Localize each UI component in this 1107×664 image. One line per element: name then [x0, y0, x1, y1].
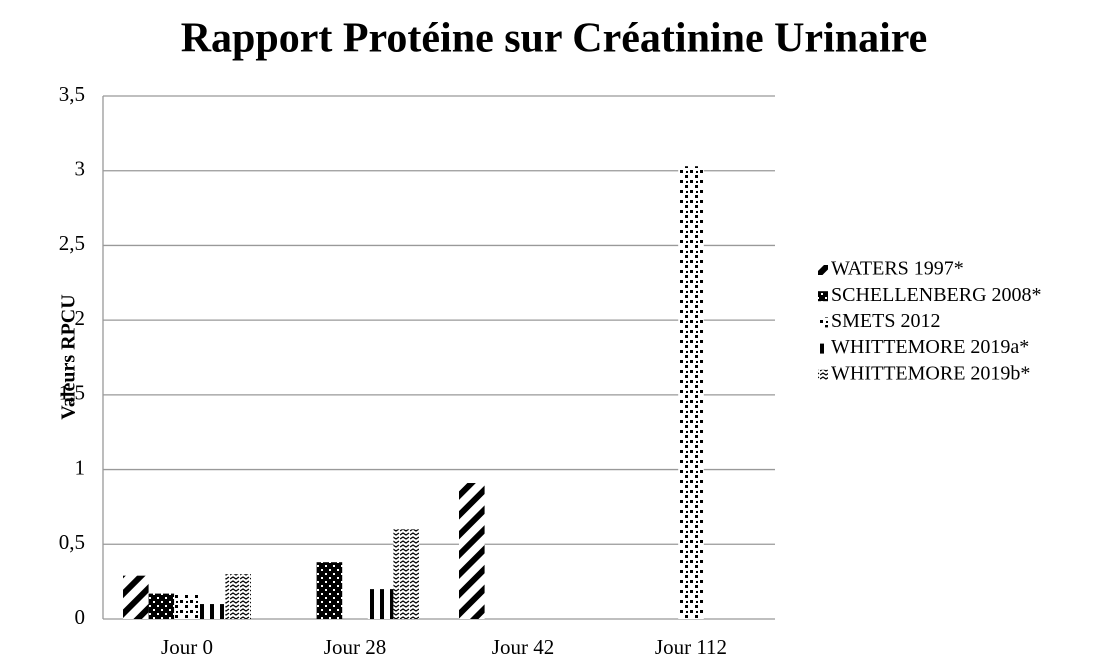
y-tick-label: 3: [75, 157, 86, 181]
x-tick-label: Jour 28: [324, 635, 386, 659]
bar: [316, 562, 343, 619]
bar: [393, 529, 419, 619]
y-tick-label: 1,5: [59, 381, 85, 405]
legend-swatch: [818, 291, 828, 302]
legend-label: WHITTEMORE 2019a*: [831, 336, 1029, 358]
y-axis-label: Valeurs RPCU: [58, 294, 80, 419]
bar: [123, 575, 149, 619]
y-tick-label: 0,5: [59, 530, 85, 554]
bar: [148, 593, 175, 619]
legend-label: WATERS 1997*: [831, 258, 964, 280]
legend-label: SCHELLENBERG 2008*: [831, 284, 1042, 306]
chart-title: Rapport Protéine sur Créatinine Urinaire: [181, 16, 928, 62]
y-tick-label: 2: [75, 306, 86, 330]
y-tick-label: 1: [75, 455, 86, 479]
bar: [199, 604, 226, 619]
legend-swatch: [818, 343, 828, 354]
bar: [174, 593, 200, 619]
x-tick-label: Jour 0: [161, 635, 213, 659]
y-tick-label: 2,5: [59, 231, 85, 255]
legend-label: WHITTEMORE 2019b*: [831, 362, 1030, 384]
legend-label: SMETS 2012: [831, 310, 940, 332]
bar: [367, 589, 394, 619]
y-tick-label: 0: [75, 605, 86, 629]
y-tick-label: 3,5: [59, 82, 85, 106]
bar: [225, 574, 251, 619]
legend-swatch: [818, 317, 828, 328]
x-tick-label: Jour 42: [492, 635, 554, 659]
x-tick-label: Jour 112: [655, 635, 727, 659]
bar: [678, 166, 704, 619]
bar: [459, 483, 485, 619]
legend-swatch: [818, 369, 828, 380]
legend-swatch: [818, 265, 828, 275]
